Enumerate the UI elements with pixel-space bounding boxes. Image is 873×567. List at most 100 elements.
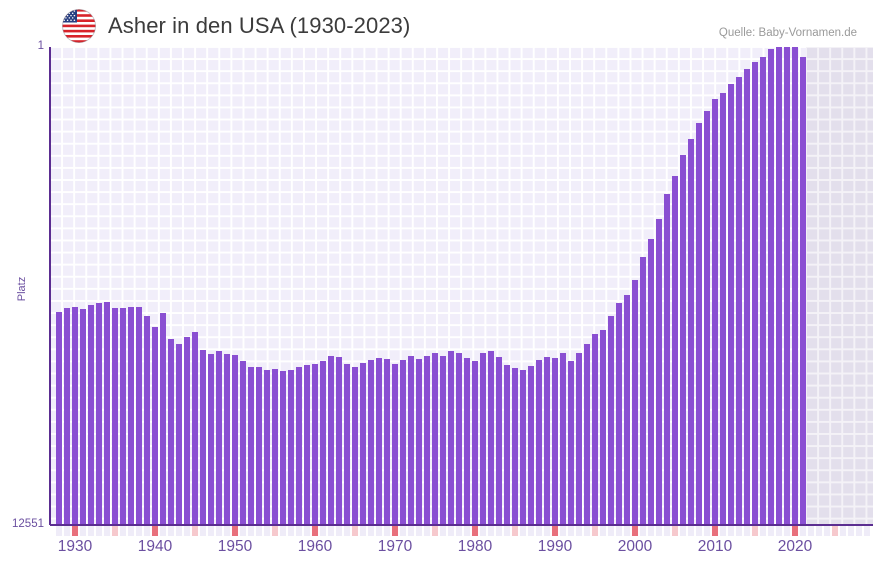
bar[interactable]: [232, 355, 239, 525]
bar[interactable]: [320, 361, 327, 525]
bar[interactable]: [800, 57, 807, 525]
bar[interactable]: [544, 357, 551, 525]
bar[interactable]: [160, 313, 167, 525]
bar[interactable]: [168, 339, 175, 525]
bar[interactable]: [64, 308, 71, 525]
bar[interactable]: [184, 337, 191, 525]
bar[interactable]: [192, 332, 199, 525]
bar[interactable]: [784, 47, 791, 525]
bar[interactable]: [312, 364, 319, 525]
bar[interactable]: [384, 359, 391, 525]
bar[interactable]: [216, 351, 223, 525]
bar[interactable]: [208, 354, 215, 525]
bar[interactable]: [80, 309, 87, 525]
bar[interactable]: [352, 367, 359, 525]
x-axis-tick-minor: [424, 526, 431, 536]
bar[interactable]: [752, 62, 759, 525]
bar[interactable]: [288, 370, 295, 525]
bar[interactable]: [616, 303, 623, 525]
bar[interactable]: [104, 302, 111, 525]
bar[interactable]: [448, 351, 455, 525]
x-axis-tick-label: 2020: [777, 538, 813, 555]
bar[interactable]: [744, 69, 751, 525]
bar[interactable]: [400, 360, 407, 525]
bar[interactable]: [528, 366, 535, 525]
bar[interactable]: [592, 334, 599, 525]
bar[interactable]: [560, 353, 567, 525]
bar[interactable]: [424, 356, 431, 525]
bar[interactable]: [512, 368, 519, 525]
bar[interactable]: [128, 307, 135, 525]
bar[interactable]: [176, 344, 183, 525]
bar[interactable]: [776, 47, 783, 525]
bar[interactable]: [480, 353, 487, 525]
bar[interactable]: [688, 139, 695, 525]
x-axis-tick-minor: [168, 526, 175, 536]
bar[interactable]: [144, 316, 151, 525]
bar[interactable]: [408, 356, 415, 525]
bar[interactable]: [56, 312, 63, 525]
bar[interactable]: [600, 330, 607, 525]
bar[interactable]: [376, 358, 383, 525]
bar[interactable]: [664, 194, 671, 525]
bar[interactable]: [432, 353, 439, 525]
bar[interactable]: [72, 307, 79, 525]
bar[interactable]: [112, 308, 119, 525]
bar[interactable]: [720, 93, 727, 525]
bar[interactable]: [640, 257, 647, 525]
bar[interactable]: [120, 308, 127, 525]
bar[interactable]: [344, 364, 351, 525]
bar[interactable]: [504, 365, 511, 525]
bar[interactable]: [224, 354, 231, 525]
bar[interactable]: [472, 361, 479, 525]
bar[interactable]: [248, 367, 255, 525]
bar[interactable]: [576, 353, 583, 525]
bar[interactable]: [728, 84, 735, 525]
bar[interactable]: [680, 155, 687, 525]
bar[interactable]: [656, 219, 663, 525]
bar[interactable]: [552, 358, 559, 525]
bar[interactable]: [736, 77, 743, 525]
bar[interactable]: [696, 123, 703, 525]
bar[interactable]: [240, 361, 247, 525]
x-axis-tick-minor: [704, 526, 711, 536]
bar[interactable]: [672, 176, 679, 525]
bar[interactable]: [624, 295, 631, 525]
bar[interactable]: [200, 350, 207, 525]
bar[interactable]: [360, 363, 367, 525]
bar[interactable]: [456, 353, 463, 525]
bar[interactable]: [368, 360, 375, 525]
bar[interactable]: [608, 316, 615, 525]
x-axis-tick-minor: [568, 526, 575, 536]
bar[interactable]: [632, 280, 639, 525]
bar[interactable]: [256, 367, 263, 525]
bar[interactable]: [88, 305, 95, 525]
bar[interactable]: [136, 307, 143, 525]
bar[interactable]: [704, 111, 711, 525]
bar[interactable]: [328, 356, 335, 525]
bar[interactable]: [96, 303, 103, 525]
bar[interactable]: [520, 370, 527, 525]
bar[interactable]: [568, 361, 575, 525]
bar[interactable]: [296, 367, 303, 525]
bar[interactable]: [152, 327, 159, 525]
bar[interactable]: [712, 99, 719, 525]
bar[interactable]: [488, 351, 495, 525]
bar[interactable]: [280, 371, 287, 525]
bar[interactable]: [336, 357, 343, 525]
bar[interactable]: [440, 356, 447, 525]
bar[interactable]: [768, 49, 775, 525]
x-axis-tick-minor: [496, 526, 503, 536]
bar[interactable]: [304, 365, 311, 525]
bar[interactable]: [536, 360, 543, 525]
bar[interactable]: [584, 344, 591, 525]
bar[interactable]: [272, 369, 279, 525]
bar[interactable]: [792, 47, 799, 525]
bar[interactable]: [648, 239, 655, 525]
bar[interactable]: [264, 370, 271, 525]
bar[interactable]: [392, 364, 399, 525]
bar[interactable]: [416, 359, 423, 525]
bar[interactable]: [760, 57, 767, 525]
bar[interactable]: [464, 358, 471, 525]
bar[interactable]: [496, 357, 503, 525]
